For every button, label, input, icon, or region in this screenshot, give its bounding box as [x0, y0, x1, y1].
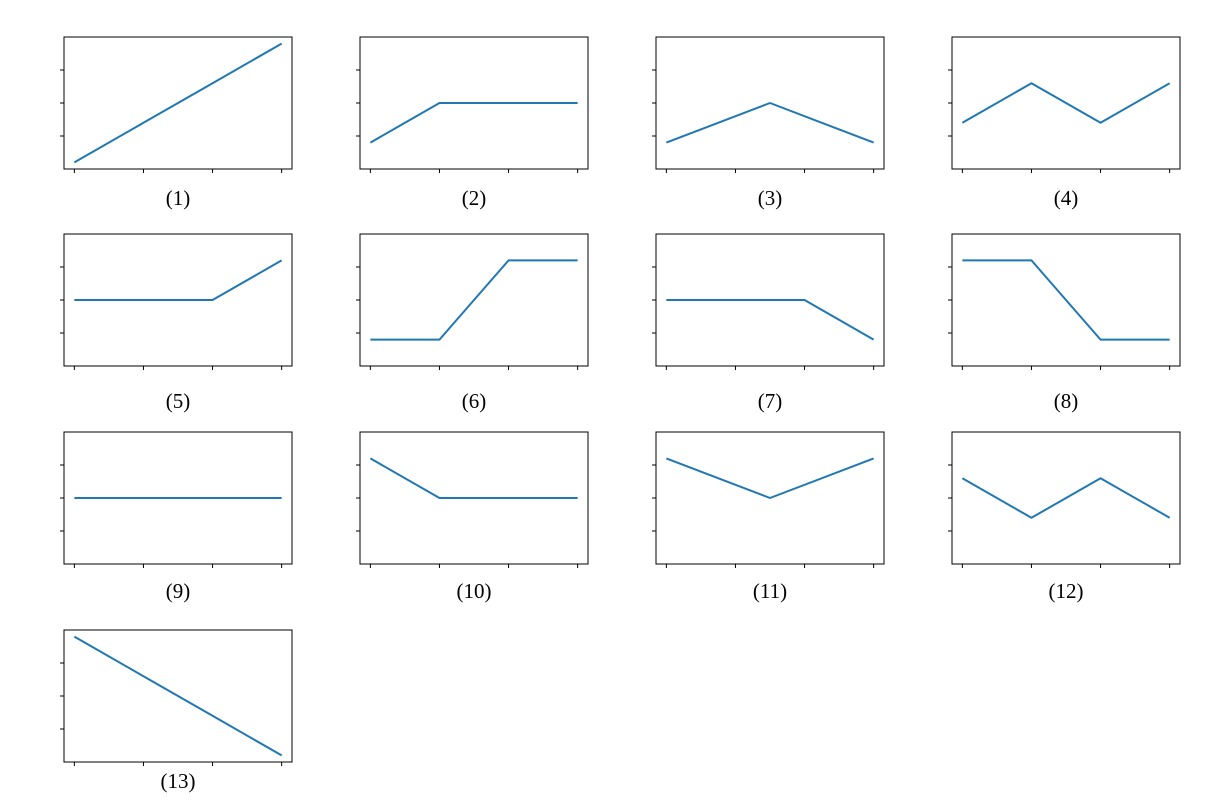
subplot-label: (9) — [166, 579, 191, 603]
axes-frame — [655, 233, 885, 367]
subplot-label: (7) — [758, 389, 783, 413]
axes-frame — [655, 431, 885, 565]
subplot-label: (1) — [166, 186, 191, 210]
data-line — [369, 457, 578, 499]
subplot-label: (8) — [1054, 389, 1079, 413]
subplot-label: (4) — [1054, 186, 1079, 210]
subplot-label: (10) — [457, 579, 492, 603]
axes-frame — [359, 233, 589, 367]
data-line — [73, 42, 283, 164]
data-line — [666, 102, 874, 144]
subplot-label: (12) — [1049, 579, 1084, 603]
subplot-label: (13) — [161, 769, 196, 793]
axes-frame — [951, 233, 1181, 367]
axes-frame — [951, 36, 1181, 170]
subplot-label: (2) — [462, 186, 487, 210]
axes-frame — [951, 431, 1181, 565]
data-line — [74, 259, 283, 301]
subplot-label: (5) — [166, 389, 191, 413]
axes-frame — [359, 431, 589, 565]
axes-frame — [63, 629, 293, 763]
subplot-label: (3) — [758, 186, 783, 210]
data-line — [666, 457, 874, 499]
data-line — [961, 477, 1171, 519]
axes-frame — [655, 36, 885, 170]
data-line — [666, 299, 875, 341]
axes-frame — [63, 431, 293, 565]
data-line — [961, 82, 1171, 124]
data-line — [73, 635, 283, 757]
axes-frame — [359, 36, 589, 170]
data-line — [370, 259, 578, 341]
data-line — [962, 259, 1170, 341]
axes-frame — [63, 36, 293, 170]
axes-frame — [63, 233, 293, 367]
subplot-label: (6) — [462, 389, 487, 413]
subplot-label: (11) — [753, 579, 787, 603]
data-line — [369, 102, 578, 144]
